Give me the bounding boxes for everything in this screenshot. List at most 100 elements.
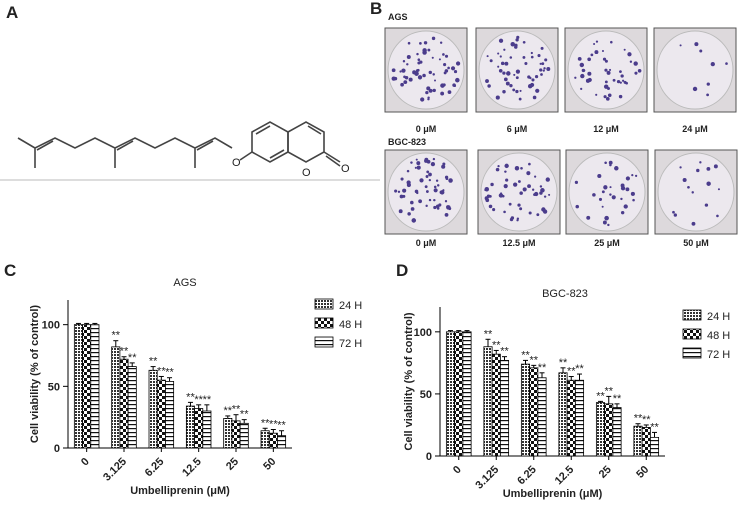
- colony: [687, 185, 690, 189]
- colony: [514, 165, 520, 171]
- colony: [527, 84, 533, 89]
- colony: [444, 69, 449, 73]
- colony: [399, 70, 402, 73]
- bar: [277, 435, 287, 449]
- colony: [444, 200, 448, 203]
- colony: [544, 58, 548, 62]
- colony: [603, 95, 607, 99]
- colony: [581, 68, 586, 73]
- y-axis-label: Cell viability (% of control): [29, 305, 41, 443]
- colony: [606, 70, 611, 75]
- colony: [531, 78, 535, 82]
- colony: [595, 93, 598, 96]
- atom-label: O: [302, 167, 311, 179]
- colony: [679, 44, 682, 47]
- colony: [432, 88, 436, 93]
- colony: [541, 62, 545, 66]
- x-axis-label: Umbelliprenin (μM): [503, 488, 603, 500]
- molecule: [0, 121, 380, 181]
- colony: [512, 88, 516, 92]
- colony: [401, 68, 406, 73]
- colony: [515, 76, 519, 80]
- x-tick-label: 3.125: [473, 464, 501, 492]
- colony: [604, 68, 608, 72]
- colony: [435, 204, 440, 209]
- colony: [620, 74, 624, 78]
- colony: [444, 175, 449, 179]
- bar: [641, 427, 651, 457]
- bar: [537, 377, 547, 457]
- colony: [506, 71, 511, 76]
- colony: [696, 168, 700, 173]
- significance: **: [575, 363, 584, 375]
- colony: [587, 71, 592, 76]
- colony: [532, 95, 537, 100]
- colony: [539, 68, 543, 72]
- colony: [542, 209, 548, 214]
- colony: [590, 53, 594, 57]
- colony: [515, 69, 521, 74]
- bar: [239, 422, 249, 449]
- colony: [528, 162, 531, 166]
- bar: [185, 405, 195, 449]
- colony: [545, 177, 550, 182]
- colony: [620, 197, 623, 201]
- colony: [439, 41, 443, 44]
- bar: [454, 331, 464, 457]
- colony: [607, 223, 610, 227]
- bar: [612, 407, 622, 457]
- colony: [500, 192, 503, 195]
- y-tick-label: 0: [426, 451, 432, 463]
- colony: [542, 69, 545, 72]
- bar: [499, 359, 510, 457]
- colony: [417, 58, 421, 62]
- significance: **: [269, 419, 278, 431]
- dose-label: 50 μM: [683, 238, 709, 248]
- colony: [529, 76, 532, 80]
- colony: [416, 161, 421, 166]
- colony: [455, 61, 461, 66]
- colony: [504, 163, 509, 169]
- significance: **: [120, 346, 129, 358]
- colony: [443, 63, 447, 67]
- colony: [630, 191, 635, 196]
- colony: [428, 198, 432, 202]
- colony: [519, 207, 523, 211]
- significance: **: [559, 357, 568, 369]
- plate: [568, 152, 646, 232]
- y-tick-label: 50: [420, 389, 432, 401]
- colony: [539, 191, 543, 195]
- colony: [425, 204, 428, 208]
- bar: [268, 432, 278, 449]
- colony: [508, 202, 512, 206]
- colony: [450, 66, 456, 71]
- plate: [480, 152, 558, 232]
- dose-label: 0 μM: [416, 238, 437, 248]
- colony: [621, 79, 625, 82]
- colony: [419, 42, 422, 45]
- colony: [489, 59, 493, 63]
- colony: [515, 89, 519, 94]
- x-tick-label: 3.125: [101, 456, 129, 484]
- colony: [531, 188, 535, 191]
- colony: [509, 56, 513, 59]
- bar: [604, 403, 614, 457]
- colony: [691, 191, 694, 194]
- colony: [592, 193, 596, 197]
- colony: [492, 208, 496, 212]
- colony: [597, 173, 602, 179]
- x-tick-label: 50: [634, 464, 651, 481]
- bar: [462, 331, 472, 457]
- colony: [633, 61, 638, 66]
- colony: [440, 91, 445, 96]
- colony: [433, 185, 437, 189]
- colony: [447, 66, 450, 70]
- colony: [513, 182, 518, 187]
- colony: [485, 198, 490, 203]
- colony: [580, 73, 585, 79]
- panel-letter: A: [6, 3, 18, 22]
- colony: [510, 216, 515, 220]
- colony: [539, 62, 542, 65]
- colony: [503, 210, 506, 214]
